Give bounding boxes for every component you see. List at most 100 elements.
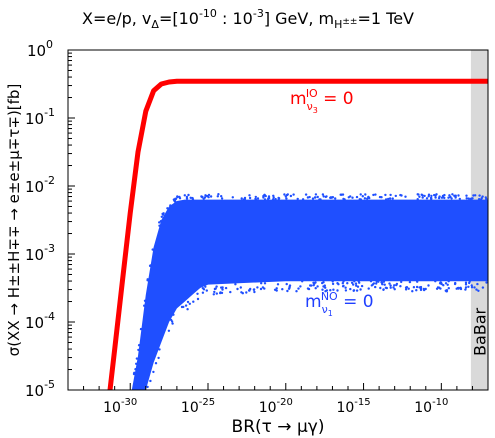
- series-no-point: [157, 356, 160, 360]
- series-no-point: [256, 286, 259, 289]
- series-no-point: [131, 392, 133, 394]
- x-tick-label: 10-10: [414, 397, 448, 416]
- series-no-point: [446, 283, 449, 286]
- series-no-point: [186, 300, 190, 304]
- series-no-point: [187, 193, 190, 197]
- series-no-point: [196, 292, 199, 295]
- series-no-point: [374, 285, 377, 289]
- series-no-point: [139, 396, 141, 398]
- series-no-point: [467, 285, 470, 288]
- series-no-point: [263, 198, 267, 201]
- series-no-point: [324, 286, 327, 289]
- series-no-point: [384, 198, 388, 201]
- series-no-point: [143, 398, 145, 400]
- series-no-point: [217, 193, 220, 196]
- series-io-curve: [107, 78, 488, 390]
- series-no-point: [254, 195, 257, 199]
- series-no-point: [399, 193, 402, 197]
- series-no-point: [395, 283, 398, 287]
- series-no-point: [389, 284, 392, 287]
- series-no-point: [435, 193, 438, 196]
- series-no-point: [288, 284, 292, 287]
- series-no-point: [248, 289, 251, 292]
- series-no-point: [459, 287, 463, 291]
- series-no-point: [447, 287, 450, 290]
- series-no-point: [464, 283, 468, 286]
- series-no-point: [430, 194, 433, 198]
- series-no-point: [158, 224, 161, 227]
- series-no-point: [420, 193, 423, 196]
- series-no-point: [369, 280, 373, 283]
- series-no-point: [477, 289, 480, 292]
- series-no-point: [143, 299, 147, 302]
- series-no-point: [158, 348, 161, 351]
- series-no-point: [329, 289, 332, 292]
- series-no-point: [275, 287, 278, 290]
- series-no-point: [207, 196, 210, 199]
- series-no-point: [311, 197, 315, 200]
- series-no-point: [304, 193, 308, 196]
- series-no-point: [176, 195, 179, 198]
- series-no-point: [135, 362, 138, 365]
- series-no-point: [188, 302, 191, 305]
- y-tick-label: 10-2: [25, 174, 55, 196]
- series-no-point: [221, 288, 224, 291]
- series-no-point: [464, 288, 467, 291]
- series-no-point: [427, 284, 430, 287]
- series-no-point: [314, 193, 318, 196]
- series-no-point: [185, 197, 189, 200]
- series-no-point: [388, 197, 392, 200]
- series-no-point: [283, 193, 286, 196]
- series-no-point: [355, 284, 358, 287]
- plot-frame: [67, 49, 489, 391]
- series-no-point: [367, 195, 370, 199]
- series-no-point: [325, 195, 328, 198]
- series-no-point: [184, 304, 188, 307]
- series-no-point: [393, 288, 396, 291]
- series-no-point: [392, 286, 395, 289]
- series-no-point: [336, 282, 339, 285]
- series-no-point: [418, 286, 421, 289]
- series-no-point: [358, 281, 361, 284]
- series-no-point: [444, 282, 448, 285]
- series-no-point: [286, 289, 289, 293]
- series-no-point: [289, 194, 293, 198]
- series-no-point: [224, 286, 228, 290]
- series-no-point: [154, 362, 158, 365]
- series-no-point: [454, 194, 457, 197]
- series-no-point: [359, 288, 362, 291]
- series-no-point: [344, 289, 348, 292]
- series-no-point: [276, 283, 280, 286]
- series-no-point: [439, 287, 442, 290]
- series-no-point: [405, 286, 409, 289]
- series-no-point: [132, 372, 136, 376]
- series-no-point: [166, 207, 169, 210]
- series-no-point: [239, 286, 242, 289]
- series-no-point: [469, 197, 472, 201]
- series-no-point: [137, 344, 141, 347]
- y-tick-label: 10-4: [25, 310, 55, 332]
- series-no-point: [313, 196, 317, 199]
- series-no-point: [203, 196, 207, 199]
- series-no-point: [262, 196, 265, 199]
- series-no-point: [149, 379, 152, 383]
- series-no-point: [464, 286, 468, 289]
- series-no-point: [351, 196, 354, 199]
- series-no-point: [272, 194, 275, 197]
- chart-title: X=e/p, vΔ=[10-10 : 10-3] GeV, mH±±=1 TeV: [82, 7, 414, 31]
- series-no-point: [316, 285, 319, 288]
- y-tick-label: 10-3: [25, 242, 55, 264]
- series-no-point: [213, 290, 216, 294]
- series-no-point: [285, 197, 288, 200]
- series-label-io: mν3IO = 0: [290, 87, 354, 115]
- series-no-point: [347, 196, 350, 199]
- series-no-point: [361, 195, 364, 198]
- series-no-point: [380, 281, 383, 284]
- series-no-point: [209, 195, 213, 198]
- series-no-point: [146, 385, 149, 389]
- series-no-point: [423, 194, 426, 198]
- x-tick-label: 10-20: [259, 397, 293, 416]
- series-no-point: [354, 282, 358, 285]
- y-tick-label: 10-5: [25, 378, 55, 400]
